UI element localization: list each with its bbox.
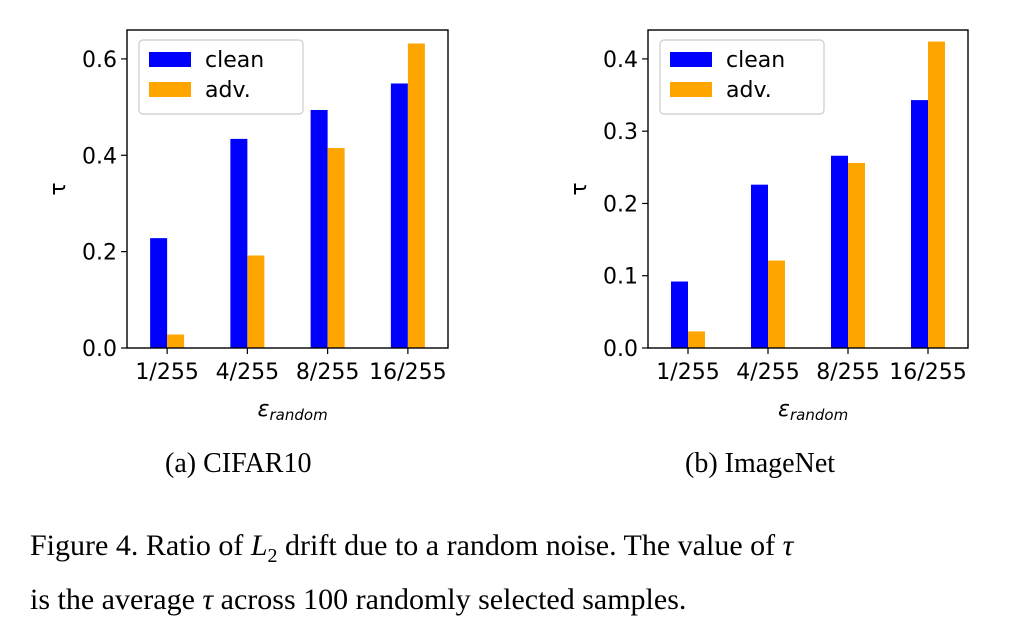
y-tick-label: 0.2 [82,241,117,266]
bar-clean-3 [390,83,408,349]
x-tick-label: 4/255 [216,360,279,385]
bar-clean-3 [911,100,928,348]
x-axis-label: ε [778,397,790,422]
legend-label-adv: adv. [726,78,772,103]
figure-caption: Figure 4. Ratio of L2 drift due to a ran… [30,524,1010,622]
bar-adv-3 [407,43,425,349]
x-tick-label: 8/255 [296,360,359,385]
bar-clean-2 [831,155,848,348]
x-axis-label-subscript: random [790,406,848,424]
caption-line2-start: is the average [30,583,203,616]
caption-prefix: Figure 4. Ratio of [30,529,251,562]
y-axis-label: τ [46,182,71,195]
chart-imagenet: 1/255 4/255 8/255 16/255 0.0 0.1 0.2 0.3 0.4 τ ε ra… [567,29,969,424]
y-tick-label: 0.0 [603,337,638,362]
bar-adv-0 [688,331,705,348]
y-tick-label: 0.6 [82,48,117,73]
y-axis-label: τ [567,182,592,195]
bar-adv-1 [768,260,785,348]
bar-clean-2 [310,109,328,349]
bar-clean-1 [230,138,248,348]
legend-swatch-clean [670,52,712,67]
y-tick-label: 0.4 [603,48,638,73]
caption-tau-1: τ [782,529,794,562]
caption-math-sub: 2 [267,545,278,567]
bar-adv-0 [167,334,185,348]
subcaption-imagenet: (b) ImageNet [685,448,836,479]
y-tick-label: 0.0 [82,337,117,362]
caption-line2-end: across 100 randomly selected samples. [213,583,687,616]
plot-frame [647,29,969,349]
bar-adv-2 [327,148,345,348]
bar-clean-1 [751,184,768,348]
x-tick-label: 1/255 [135,360,198,385]
caption-mid: drift due to a random noise. The value o… [277,529,783,562]
y-tick-label: 0.4 [82,144,117,169]
legend-swatch-adv [149,82,191,97]
x-axis-label-subscript: random [270,406,328,424]
bar-clean-0 [671,281,688,348]
x-tick-label: 4/255 [736,360,799,385]
chart-cifar10: 1/255 4/255 8/255 16/255 0.0 0.2 0.4 0.6 τ ε rando… [46,29,449,424]
plot-frame [126,29,449,349]
y-tick-label: 0.3 [603,120,638,145]
x-tick-label: 16/255 [889,360,966,385]
bar-clean-0 [150,238,168,348]
bar-adv-2 [848,162,865,348]
bar-adv-3 [928,41,945,349]
y-tick-label: 0.1 [603,265,638,290]
bar-adv-1 [247,255,265,348]
x-tick-label: 1/255 [656,360,719,385]
legend-label-clean: clean [205,48,264,73]
caption-tau-2: τ [202,583,214,616]
legend-label-clean: clean [726,48,785,73]
legend-swatch-clean [149,52,191,67]
legend-label-adv: adv. [205,78,251,103]
subcaption-cifar10: (a) CIFAR10 [165,448,312,479]
legend-swatch-adv [670,82,712,97]
caption-math-L: L [250,529,268,562]
x-tick-label: 16/255 [369,360,446,385]
y-tick-label: 0.2 [603,192,638,217]
x-tick-label: 8/255 [816,360,879,385]
x-axis-label: ε [258,397,270,422]
